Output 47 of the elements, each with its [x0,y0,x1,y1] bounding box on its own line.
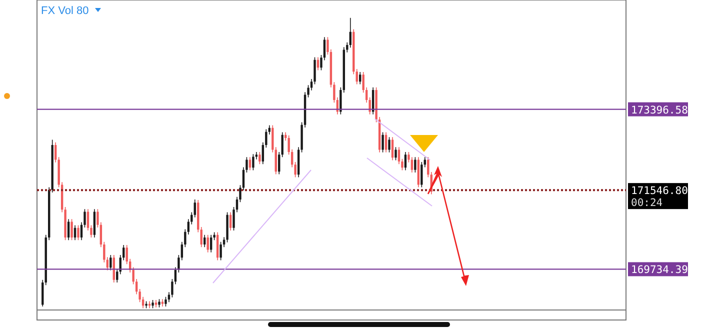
candlestick [252,154,254,170]
candlestick [384,132,388,152]
ref-line-label: 171546.80 [631,185,688,198]
candlestick [388,137,390,152]
candlestick [258,152,261,164]
candlestick [210,234,212,252]
candlestick [349,18,352,48]
candlestick [110,254,112,270]
candlestick [216,232,219,260]
candlestick [382,132,384,152]
candlestick [281,132,284,158]
candlestick [154,300,158,308]
candlestick [417,157,420,188]
candlestick [194,200,196,218]
candlestick [74,225,76,240]
candlestick [42,280,44,307]
candlestick [394,147,397,160]
candlestick [148,301,151,308]
candlestick [391,137,394,160]
candlestick [356,68,358,84]
text: 00:24 [631,197,663,210]
candlestick [229,212,232,231]
text: FX Vol 80 [41,5,89,17]
candlestick [70,219,73,240]
candlestick [67,219,70,240]
candlestick [274,147,277,174]
candlestick [116,268,118,282]
candlestick [206,234,209,252]
candlestick [197,200,200,232]
candlestick [427,157,430,178]
candlestick [200,227,202,248]
candlestick [414,157,416,172]
candlestick [93,209,96,238]
candlestick [272,125,274,152]
candlestick [248,157,252,170]
candlestick [158,299,160,308]
ref-line-label: 173396.58 [631,104,688,116]
candlestick [204,234,206,248]
candlestick [278,152,280,174]
ref-line-label: 169734.39 [631,264,688,276]
candlestick [152,300,154,308]
candlestick [161,299,164,307]
candlestick [404,152,407,170]
candlestick [359,72,362,84]
candlestick [352,29,355,74]
candlestick [316,57,320,70]
candlestick [77,225,80,240]
